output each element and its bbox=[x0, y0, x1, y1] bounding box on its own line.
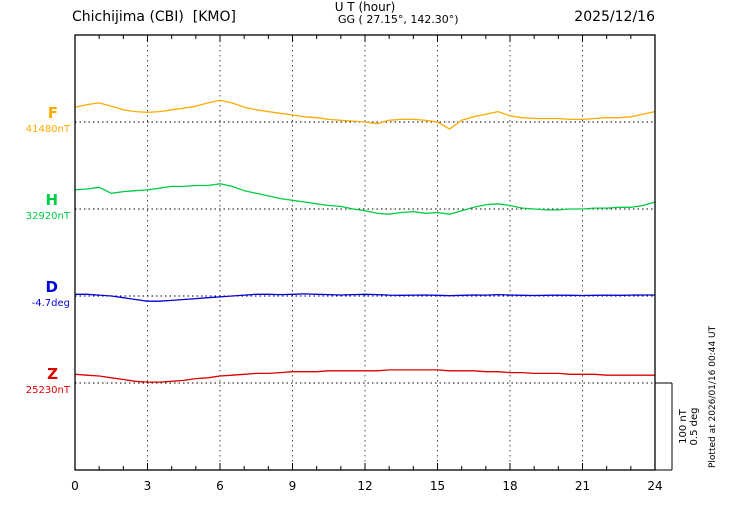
station-title: Chichijima (CBI) [KMO] bbox=[72, 9, 236, 25]
channel-label-F: F bbox=[47, 104, 58, 122]
observation-date: 2025/12/16 bbox=[574, 9, 655, 25]
x-tick-label: 12 bbox=[357, 479, 372, 493]
scale-label-nt: 100 nT bbox=[678, 408, 689, 444]
trace-D bbox=[75, 293, 655, 302]
channel-label-D: D bbox=[45, 278, 58, 296]
trace-F bbox=[74, 99, 656, 130]
plotted-at-note: Plotted at 2026/01/16 00:44 UT bbox=[708, 325, 718, 468]
x-tick-label: 6 bbox=[216, 479, 224, 493]
scale-label-deg: 0.5 deg bbox=[689, 408, 700, 446]
x-axis-label: U T (hour) bbox=[334, 0, 396, 14]
x-tick-label: 0 bbox=[71, 479, 79, 493]
channel-label-H: H bbox=[45, 191, 58, 209]
trace-Z bbox=[74, 369, 655, 383]
channel-baseline-value-D: -4.7deg bbox=[31, 298, 70, 309]
x-tick-label: 24 bbox=[647, 479, 662, 493]
channel-label-Z: Z bbox=[47, 365, 58, 383]
x-tick-label: 15 bbox=[430, 479, 445, 493]
geographic-coordinates: GG ( 27.15°, 142.30°) bbox=[338, 13, 459, 26]
channel-baseline-value-H: 32920nT bbox=[25, 211, 70, 222]
x-tick-label: 3 bbox=[144, 479, 152, 493]
x-tick-label: 21 bbox=[575, 479, 590, 493]
x-tick-label: 9 bbox=[289, 479, 297, 493]
plot-frame bbox=[74, 34, 656, 471]
channel-baseline-value-Z: 25230nT bbox=[25, 385, 70, 396]
trace-H bbox=[74, 183, 656, 215]
channel-baseline-value-F: 41480nT bbox=[25, 124, 70, 135]
x-tick-label: 18 bbox=[502, 479, 517, 493]
